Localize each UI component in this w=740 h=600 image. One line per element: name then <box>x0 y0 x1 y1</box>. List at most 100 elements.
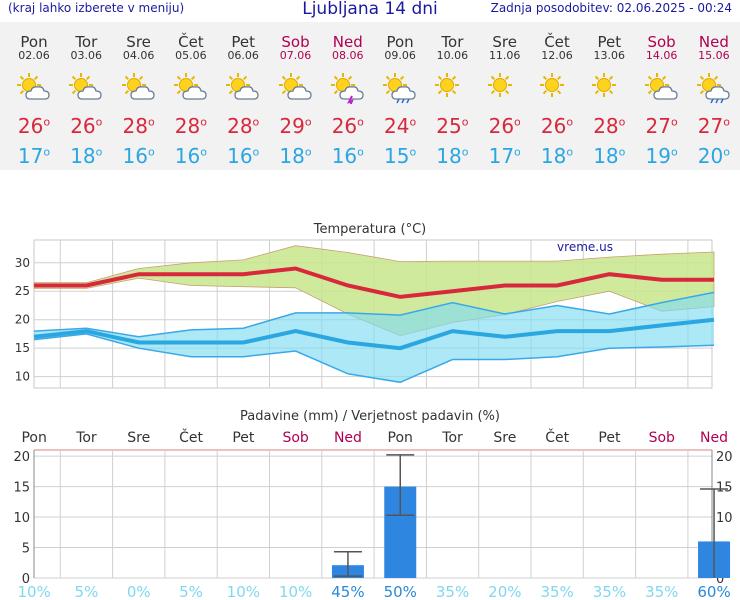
max-temp: 28o <box>122 114 155 138</box>
precip-probability-label: 5% <box>179 583 203 600</box>
sunny-icon <box>434 72 470 104</box>
day-name: Tor <box>75 33 98 51</box>
precip-probability-label: 0% <box>127 583 151 600</box>
day-name: Sre <box>126 33 151 51</box>
max-temp: 28o <box>593 114 626 138</box>
max-temp: 26o <box>331 114 364 138</box>
precip-probability-label: 10% <box>279 583 312 600</box>
precip-probability-label: 50% <box>384 583 417 600</box>
precipitation-chart: Padavine (mm) / Verjetnost padavin (%) Po… <box>13 409 733 600</box>
chart-title: Padavine (mm) / Verjetnost padavin (%) <box>240 409 500 424</box>
min-temp-line <box>33 317 715 351</box>
max-temp: 27o <box>645 114 678 138</box>
partly-cloudy-icon <box>278 72 314 104</box>
y-tick-label: 0 <box>22 572 30 587</box>
day-date: 10.06 <box>436 49 469 62</box>
precip-probability-label: 45% <box>331 583 364 600</box>
y-tick-label: 20 <box>15 313 30 327</box>
y-tick-label: 25 <box>15 284 30 298</box>
partly-cloudy-icon <box>225 72 261 104</box>
min-temp: 17o <box>17 144 51 168</box>
day-date: 13.06 <box>593 49 626 62</box>
partly-cloudy-icon <box>644 72 680 104</box>
day-name: Čet <box>544 33 570 51</box>
precip-probability-label: 10% <box>17 583 50 600</box>
y-tick-label-right: 15 <box>716 481 733 496</box>
max-temp: 25o <box>436 114 469 138</box>
day-name: Pet <box>231 33 255 51</box>
max-temp: 27o <box>697 114 730 138</box>
day-date: 08.06 <box>332 49 364 62</box>
max-temp: 26o <box>17 114 51 138</box>
precip-probability-label: 20% <box>488 583 521 600</box>
sunny-icon <box>539 72 575 104</box>
rain-icon <box>382 72 418 104</box>
min-temp-band <box>34 292 715 383</box>
min-temp: 18o <box>70 144 103 168</box>
partly-cloudy-icon <box>68 72 104 104</box>
x-category-label: Pet <box>232 430 255 446</box>
y-tick-label-right: 0 <box>716 572 724 587</box>
y-tick-label: 15 <box>13 481 30 496</box>
day-date: 02.06 <box>18 49 50 62</box>
precip-probability-label: 10% <box>227 583 260 600</box>
max-temp: 26o <box>540 114 574 138</box>
x-category-label: Čet <box>545 428 569 446</box>
min-temp: 16o <box>174 144 207 168</box>
min-band-lower-line <box>34 333 715 384</box>
temperature-chart: 10 15 20 25 30 Temperatura (°C) vreme.us <box>15 222 715 389</box>
day-date: 14.06 <box>645 49 678 62</box>
y-tick-label: 15 <box>15 341 30 355</box>
day-name: Sob <box>281 33 310 51</box>
day-date: 07.06 <box>279 49 312 62</box>
max-temp: 26o <box>70 114 103 138</box>
day-date: 06.06 <box>227 49 259 62</box>
day-name: Pon <box>386 33 414 51</box>
chart-title: Temperatura (°C) <box>313 222 426 237</box>
min-temp: 16o <box>331 144 364 168</box>
daily-forecast-strip: Pon 02.06 26o 17o Tor 03.06 26o 18o Sre 04.06 28o 1… <box>0 22 740 170</box>
x-category-label: Tor <box>75 430 97 446</box>
day-date: 11.06 <box>488 49 521 62</box>
y-tick-label: 30 <box>15 256 30 270</box>
x-category-label: Ned <box>700 430 728 446</box>
partly-cloudy-icon <box>121 72 157 104</box>
y-tick-label: 10 <box>13 511 30 526</box>
precip-probability-label: 5% <box>75 583 99 600</box>
x-category-label: Čet <box>179 428 203 446</box>
max-temp: 24o <box>384 114 417 138</box>
day-name: Pon <box>20 33 48 51</box>
min-band-upper-line <box>34 291 715 338</box>
sunny-icon <box>487 72 523 104</box>
max-temp: 26o <box>488 114 521 138</box>
max-temp: 28o <box>174 114 207 138</box>
y-tick-label-right: 20 <box>716 450 733 465</box>
precip-probability-label: 35% <box>436 583 469 600</box>
day-name: Pet <box>597 33 622 51</box>
day-name: Ned <box>698 33 729 51</box>
x-category-label: Pet <box>598 430 621 446</box>
day-date: 12.06 <box>541 49 573 62</box>
plot-area <box>34 450 712 578</box>
precip-probability-label: 35% <box>593 583 626 600</box>
min-temp: 18o <box>436 144 469 168</box>
min-temp: 19o <box>645 144 678 168</box>
x-category-label: Sob <box>649 430 675 446</box>
partly-cloudy-icon <box>16 72 52 104</box>
min-temp: 18o <box>279 144 312 168</box>
day-name: Čet <box>178 33 204 51</box>
min-temp: 16o <box>227 144 260 168</box>
day-name: Sob <box>647 33 676 51</box>
rain-icon <box>696 72 732 104</box>
day-date: 04.06 <box>122 49 155 62</box>
precip-probability-label: 35% <box>540 583 573 600</box>
y-tick-label-right: 10 <box>716 511 733 526</box>
day-date: 15.06 <box>698 49 730 62</box>
partly-cloudy-icon <box>173 72 209 104</box>
day-name: Ned <box>332 33 363 51</box>
day-date: 03.06 <box>70 49 103 62</box>
day-name: Sre <box>492 33 517 51</box>
watermark: vreme.us <box>557 240 613 254</box>
x-category-label: Tor <box>441 430 463 446</box>
max-temp-line <box>34 266 714 299</box>
